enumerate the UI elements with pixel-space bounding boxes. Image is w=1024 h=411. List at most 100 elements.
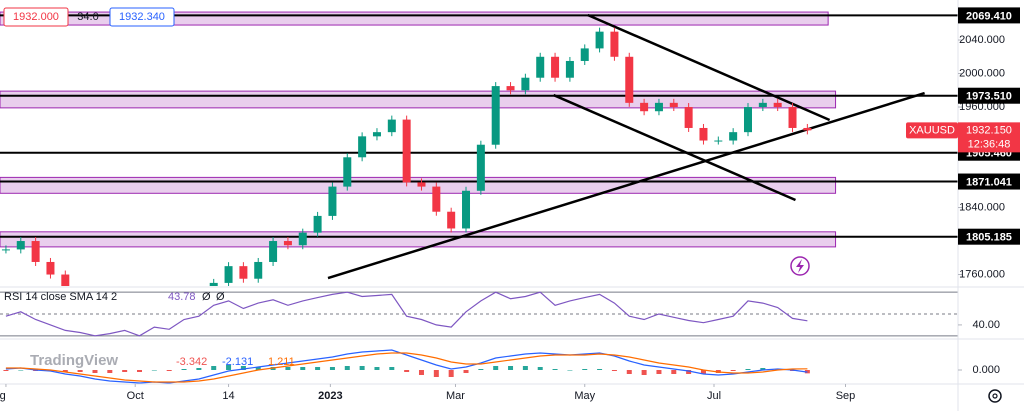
last-price: 1932.150 (966, 124, 1012, 136)
macd-histogram-bar (18, 370, 24, 371)
x-tick-label: 14 (222, 390, 234, 402)
rsi-flag: Ø (216, 291, 225, 303)
macd-histogram-bar (508, 366, 514, 370)
macd-histogram-bar (641, 370, 647, 375)
y-tick-label: 40.00 (972, 319, 1000, 331)
y-tick-label: 2040.000 (959, 34, 1005, 46)
candle-body (803, 127, 812, 131)
settings-icon-core (992, 393, 998, 399)
candle-body (699, 127, 708, 141)
rsi-line (5, 291, 808, 337)
macd-histogram-bar (597, 369, 603, 370)
y-tick-label: 2000.000 (959, 67, 1005, 79)
x-tick-label: Jul (707, 390, 721, 402)
candle-body (773, 102, 782, 108)
macd-histogram-bar (433, 370, 439, 377)
candle-body (61, 274, 70, 286)
macd-histogram-bar (552, 369, 558, 370)
macd-histogram-bar (760, 368, 766, 370)
candle-body (758, 102, 767, 108)
macd-histogram-bar (686, 370, 692, 374)
candle-body (462, 190, 471, 229)
macd-histogram-bar (359, 366, 365, 370)
candle-body (417, 182, 426, 187)
y-tick-label: 1840.000 (959, 201, 1005, 213)
candle-body (372, 132, 381, 137)
level-label: 1973.510 (966, 91, 1012, 103)
candle-body (402, 119, 411, 183)
macd-histogram-bar (329, 367, 335, 370)
macd-value: -2.131 (222, 356, 253, 368)
candle-body (743, 107, 752, 133)
macd-histogram-bar (537, 367, 543, 370)
candle-body (313, 215, 322, 233)
candle-body (551, 56, 560, 78)
x-tick-label: Oct (127, 390, 144, 402)
level-label: 2069.410 (966, 10, 1012, 22)
level-label: 1805.185 (966, 232, 1012, 244)
macd-histogram-bar (404, 370, 410, 372)
y-tick-label: 1960.000 (959, 101, 1005, 113)
candle-body (684, 107, 693, 128)
macd-histogram-bar (418, 370, 424, 375)
symbol-box (906, 122, 958, 139)
macd-histogram-bar (389, 367, 395, 370)
signal-line (5, 352, 808, 383)
candle-body (610, 31, 619, 57)
level-label-box (958, 173, 1020, 190)
candle-body (476, 144, 485, 191)
level-label: 1871.041 (966, 176, 1012, 188)
macd-hist-value: -3.342 (176, 356, 207, 368)
level-label-box (958, 228, 1020, 245)
signal-value: 1.211 (268, 356, 295, 368)
candle-body (209, 282, 218, 286)
macd-histogram-bar (582, 369, 588, 370)
macd-histogram-bar (671, 370, 677, 374)
candle-body (283, 241, 292, 246)
candle-body (298, 232, 307, 246)
axes: 2040.000 2000.000 1960.000 1840.000 1760.000… (0, 7, 1020, 402)
x-tick-label: May (574, 390, 595, 402)
candle-body (506, 86, 515, 91)
bid: 1932.000 (13, 11, 59, 23)
overlays: 1932.000 34.0 1932.340 RSI 14 close SMA … (3, 7, 1002, 403)
trendline (587, 13, 831, 122)
macd-histogram-bar (285, 367, 291, 370)
candle-body (788, 107, 797, 128)
macd-histogram-bar (344, 366, 350, 370)
bid-box[interactable] (3, 7, 69, 27)
candle-body (595, 31, 604, 49)
candle-body (31, 241, 40, 262)
macd-histogram-bar (448, 370, 454, 377)
macd-histogram-bar (374, 367, 380, 370)
macd-histogram-bar (522, 366, 528, 370)
macd-histogram-bar (567, 370, 573, 371)
rsi-title: RSI 14 close SMA 14 2 (4, 291, 117, 303)
macd-histogram-bar (137, 370, 143, 372)
candle-body (46, 261, 55, 275)
macd-histogram-bar (211, 366, 217, 370)
level-label-box (958, 87, 1020, 104)
macd-histogram-bar (255, 367, 261, 370)
candle-body (625, 56, 634, 103)
lightning (796, 259, 804, 273)
macd-histogram-bar (77, 370, 83, 372)
price-pane (0, 11, 958, 286)
settings-icon[interactable] (988, 389, 1002, 403)
macd-histogram-bar (62, 370, 68, 372)
ask-box[interactable] (109, 7, 175, 27)
y-tick-label: 1760.000 (959, 268, 1005, 280)
macd-pane (3, 349, 810, 384)
candle-body (328, 186, 337, 216)
macd-histogram-bar (626, 370, 632, 374)
candle-body (387, 119, 396, 133)
candle-body (729, 132, 738, 141)
macd-histogram-bar (730, 370, 736, 371)
macd-histogram-bar (196, 368, 202, 370)
macd-line (5, 349, 808, 384)
macd-histogram-bar (107, 370, 113, 373)
macd-histogram-bar (745, 369, 751, 370)
x-tick-label: Mar (446, 390, 465, 402)
macd-histogram-bar (92, 370, 98, 373)
